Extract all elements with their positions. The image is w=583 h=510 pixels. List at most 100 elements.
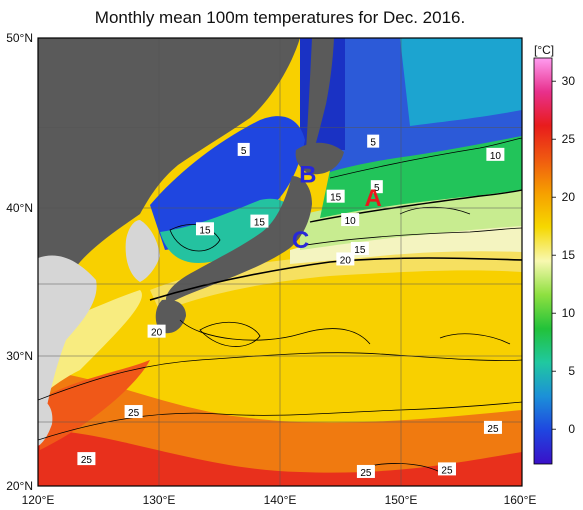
colorbar-tick-label: 0 (568, 422, 575, 436)
contour-label: 5 (237, 142, 250, 157)
contour-label: 5 (367, 134, 380, 149)
contour-label-text: 15 (254, 218, 266, 229)
contour-label-text: 5 (370, 138, 376, 149)
contour-label: 25 (483, 420, 502, 435)
map-frame (37, 37, 523, 487)
contour-label-text: 5 (241, 146, 247, 157)
colorbar: [°C] 0 5 10 15 20 25 30 (533, 43, 575, 465)
lat-label-50n: 50°N (6, 31, 33, 45)
kuroshio-warm-core (40, 360, 150, 450)
contour-label-box (336, 252, 355, 266)
colorbar-ticks: 0 5 10 15 20 25 30 (552, 74, 575, 436)
colorbar-scale (533, 57, 553, 465)
contour-label-box (341, 213, 360, 227)
contour-label: 10 (341, 213, 360, 227)
contour-label-text: 15 (199, 225, 211, 236)
contour-label-text: 15 (330, 193, 342, 204)
front-band (150, 248, 522, 312)
contour-label: 25 (124, 405, 143, 419)
lon-label-150e: 150°E (385, 493, 418, 507)
lat-label-20n: 20°N (6, 479, 33, 493)
lon-label-140e: 140°E (264, 493, 297, 507)
contour-label: 15 (195, 222, 214, 236)
contour-label: 15 (326, 189, 345, 204)
region-markers: A B C (292, 161, 382, 254)
colorbar-tick-label: 30 (562, 74, 576, 88)
lon-label-160e: 160°E (504, 493, 537, 507)
lon-label-130e: 130°E (143, 493, 176, 507)
isotherm-line (199, 321, 261, 347)
colorbar-tick-label: 25 (562, 132, 576, 146)
contour-label-box (437, 462, 456, 476)
ocean-15c-band (300, 186, 522, 250)
contour-label-box (486, 147, 505, 161)
contour-label-box (147, 324, 166, 338)
contour-label: 20 (336, 252, 355, 266)
contour-label-box (195, 222, 214, 236)
isotherm-line (38, 401, 522, 441)
lon-label-120e: 120°E (22, 493, 55, 507)
contour-label-text: 15 (354, 245, 366, 256)
longitude-axis: 120°E 130°E 140°E 150°E 160°E (22, 493, 537, 507)
contour-label: 15 (250, 214, 269, 229)
contour-label-box (237, 142, 250, 156)
graticule (38, 38, 522, 486)
contour-label: 20 (147, 324, 166, 339)
contour-label-box (77, 452, 96, 466)
honshu (166, 176, 312, 304)
isotherm-line (149, 257, 522, 301)
contour-label-box (350, 241, 369, 255)
region-marker-b: B (299, 161, 316, 188)
contour-label-box (483, 420, 502, 434)
contour-label-text: 10 (490, 151, 502, 162)
contour-label-text: 25 (128, 408, 140, 419)
isotherm-lines (38, 137, 522, 473)
contour-label-box (326, 189, 345, 203)
contour-label: 25 (356, 464, 375, 479)
region-marker-a: A (364, 185, 381, 212)
contour-label-box (250, 214, 269, 228)
contour-label: 25 (437, 462, 456, 476)
map-title: Monthly mean 100m temperatures for Dec. … (94, 8, 466, 27)
colorbar-tick-label: 15 (562, 248, 576, 262)
contour-label-box (356, 464, 375, 478)
colorbar-tick-label: 20 (562, 190, 576, 204)
colorbar-tick-label: 10 (562, 306, 576, 320)
lat-label-40n: 40°N (6, 201, 33, 215)
region-marker-c: C (292, 227, 309, 254)
latitude-axis: 50°N 40°N 30°N 20°N (6, 31, 33, 493)
lat-label-30n: 30°N (6, 349, 33, 363)
isotherm-line (169, 224, 221, 252)
contour-label-text: 20 (151, 328, 163, 339)
contour-label-box (370, 180, 383, 194)
hokkaido (295, 142, 344, 175)
contour-label-text: 20 (340, 255, 352, 266)
contour-label: 10 (486, 147, 505, 162)
contour-label: 15 (350, 241, 369, 256)
east-china-sea (38, 290, 142, 400)
colorbar-unit: [°C] (534, 43, 554, 57)
china-coast (38, 255, 97, 430)
sakhalin (306, 38, 334, 150)
contour-label-text: 5 (374, 183, 380, 194)
isotherm-line (299, 227, 522, 247)
colorbar-tick-label: 5 (568, 364, 575, 378)
sea-of-japan-cold (150, 116, 305, 250)
contour-label-text: 25 (487, 424, 499, 435)
isotherm-line (329, 137, 522, 179)
isotherm-line (399, 206, 471, 215)
ocean-10c-band (320, 132, 522, 218)
isotherm-line (38, 352, 522, 401)
korea-peninsula (125, 220, 160, 282)
contour-label: 5 (370, 180, 383, 194)
contour-label-text: 25 (441, 465, 453, 476)
contour-label-text: 10 (345, 216, 357, 227)
contour-label: 25 (77, 452, 96, 466)
contour-label-box (124, 405, 143, 419)
asia-mainland (38, 38, 300, 300)
contour-label-text: 25 (81, 455, 93, 466)
isotherm-line (439, 333, 511, 345)
